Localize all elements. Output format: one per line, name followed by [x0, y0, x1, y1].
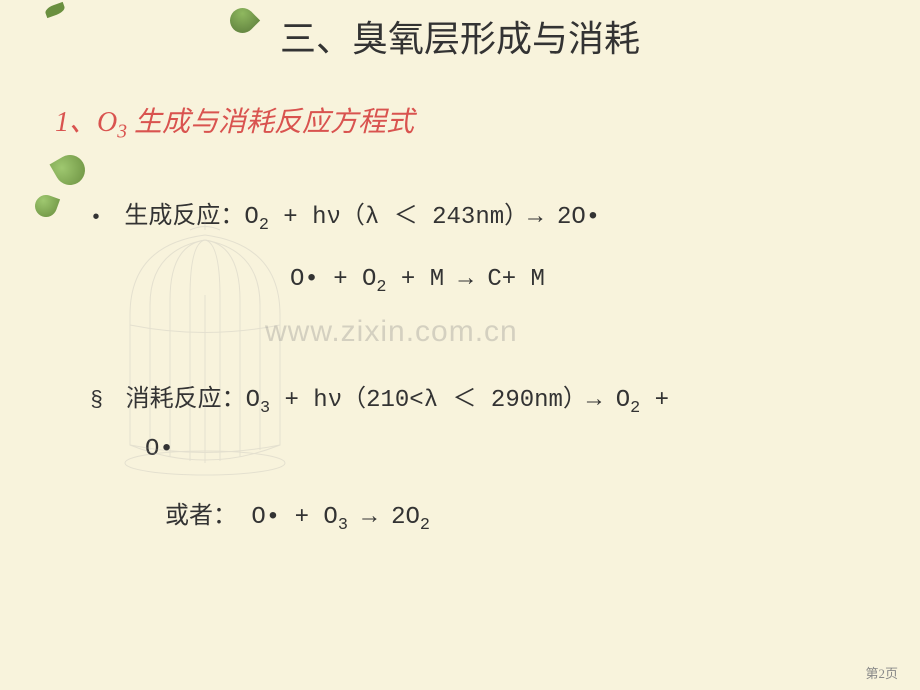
subtitle-suffix: 生成与消耗反应方程式	[127, 107, 414, 138]
reaction3-part2: + hν（210<λ ＜ 290nm）→ O	[270, 387, 630, 414]
subtitle-subscript: 3	[117, 122, 127, 143]
reaction4-sub1: 3	[338, 516, 348, 535]
reaction4-part2: → 2O	[348, 504, 420, 531]
leaf-decoration-3	[50, 150, 91, 191]
page-number: 第2页	[865, 663, 898, 682]
section-subtitle: 1、O3 生成与消耗反应方程式	[55, 100, 920, 144]
consumption-reaction-line-2: 或者： O• + O3 → 2O2	[165, 499, 920, 540]
birdcage-decoration	[100, 215, 310, 485]
leaf-decoration-4	[32, 192, 60, 220]
reaction2-part2: + M → C+ M	[387, 266, 545, 293]
reaction1-part2: + hν（λ ＜ 243nm）→ 2O•	[269, 204, 600, 231]
reaction4-part1: O• + O	[251, 504, 337, 531]
reaction3-part3: +	[640, 387, 669, 414]
reaction4-sub2: 2	[420, 516, 430, 535]
page-title: 三、臭氧层形成与消耗	[0, 0, 920, 62]
reaction4-label: 或者：	[165, 504, 251, 531]
watermark-text: www.zixin.com.cn	[265, 315, 518, 349]
subtitle-prefix: 1、O	[55, 107, 117, 138]
reaction2-sub1: 2	[376, 278, 386, 297]
reaction3-sub2: 2	[630, 399, 640, 418]
formation-reaction-line-2: O• + O2 + M → C+ M	[290, 261, 920, 302]
